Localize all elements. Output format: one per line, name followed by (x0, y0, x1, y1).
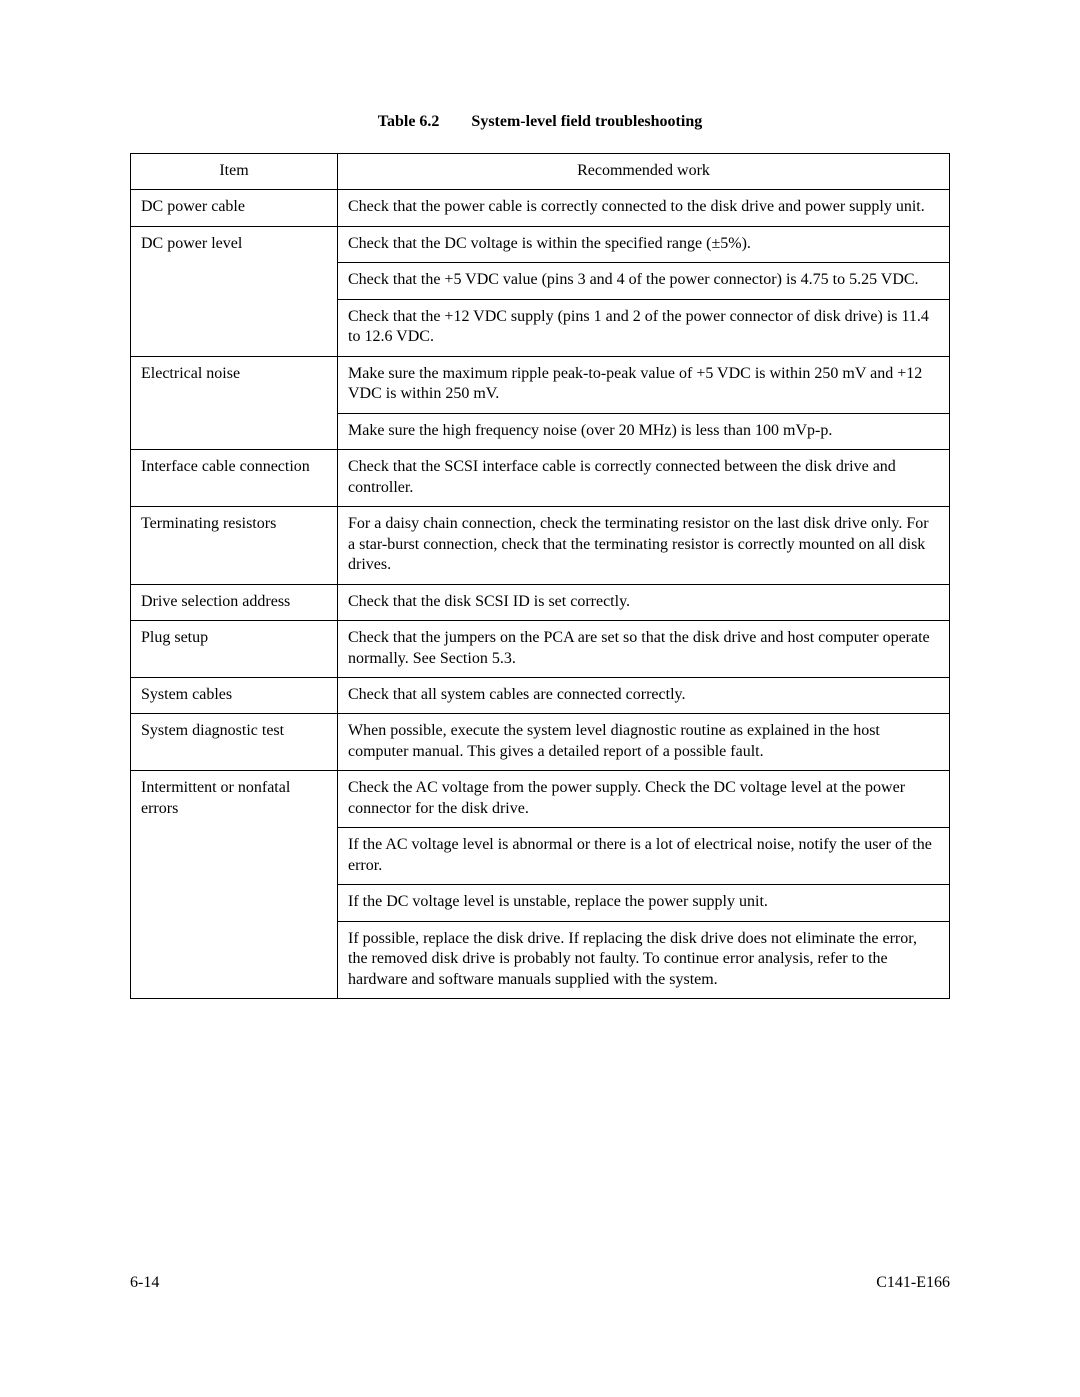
table-title: System-level field troubleshooting (471, 113, 702, 130)
cell-work: Check that the disk SCSI ID is set corre… (338, 584, 950, 620)
cell-work: Check that the +5 VDC value (pins 3 and … (338, 263, 950, 299)
cell-work: Check the AC voltage from the power supp… (338, 771, 950, 828)
page: Table 6.2 System-level field troubleshoo… (0, 0, 1080, 999)
header-item: Item (131, 154, 338, 190)
cell-work: If possible, replace the disk drive. If … (338, 921, 950, 998)
cell-item: DC power level (131, 226, 338, 356)
footer-page-number: 6-14 (130, 1274, 159, 1292)
cell-work: Make sure the maximum ripple peak-to-pea… (338, 356, 950, 413)
cell-work: Check that the power cable is correctly … (338, 190, 950, 226)
table-caption: Table 6.2 System-level field troubleshoo… (130, 113, 950, 131)
cell-work: Check that the jumpers on the PCA are se… (338, 621, 950, 678)
cell-work: If the AC voltage level is abnormal or t… (338, 828, 950, 885)
table-header-row: Item Recommended work (131, 154, 950, 190)
cell-work: For a daisy chain connection, check the … (338, 507, 950, 584)
table-row: Plug setup Check that the jumpers on the… (131, 621, 950, 678)
table-row: Terminating resistors For a daisy chain … (131, 507, 950, 584)
cell-work: Check that all system cables are connect… (338, 677, 950, 713)
cell-work: If the DC voltage level is unstable, rep… (338, 885, 950, 921)
table-row: DC power cable Check that the power cabl… (131, 190, 950, 226)
table-row: Drive selection address Check that the d… (131, 584, 950, 620)
cell-item: System diagnostic test (131, 714, 338, 771)
table-row: Intermittent or nonfatal errors Check th… (131, 771, 950, 828)
footer-doc-id: C141-E166 (876, 1274, 950, 1292)
table-number: Table 6.2 (378, 113, 440, 130)
table-row: DC power level Check that the DC voltage… (131, 226, 950, 262)
cell-item: Plug setup (131, 621, 338, 678)
table-row: System diagnostic test When possible, ex… (131, 714, 950, 771)
cell-item: DC power cable (131, 190, 338, 226)
cell-item: Drive selection address (131, 584, 338, 620)
cell-item: Electrical noise (131, 356, 338, 449)
cell-item: Intermittent or nonfatal errors (131, 771, 338, 999)
cell-item: Interface cable connection (131, 450, 338, 507)
page-footer: 6-14 C141-E166 (130, 1274, 950, 1292)
cell-work: Check that the DC voltage is within the … (338, 226, 950, 262)
troubleshooting-table: Item Recommended work DC power cable Che… (130, 153, 950, 999)
cell-item: Terminating resistors (131, 507, 338, 584)
cell-work: Check that the SCSI interface cable is c… (338, 450, 950, 507)
cell-work: Check that the +12 VDC supply (pins 1 an… (338, 299, 950, 356)
cell-work: When possible, execute the system level … (338, 714, 950, 771)
table-row: Electrical noise Make sure the maximum r… (131, 356, 950, 413)
cell-work: Make sure the high frequency noise (over… (338, 413, 950, 449)
table-row: Interface cable connection Check that th… (131, 450, 950, 507)
cell-item: System cables (131, 677, 338, 713)
header-work: Recommended work (338, 154, 950, 190)
table-row: System cables Check that all system cabl… (131, 677, 950, 713)
